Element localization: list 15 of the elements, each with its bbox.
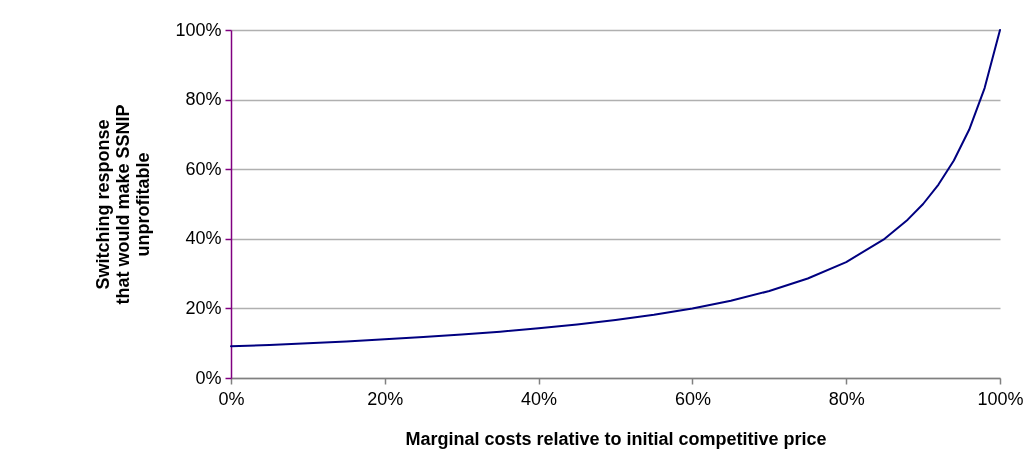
y-tick-label: 80% xyxy=(185,89,222,110)
y-tick-label: 20% xyxy=(185,297,222,318)
y-axis-title: Switching response that would make SSNIP unprofitable xyxy=(93,104,154,305)
y-tick-label: 40% xyxy=(185,228,222,249)
y-tick-label: 60% xyxy=(185,158,222,179)
x-tick-label: 100% xyxy=(977,388,1024,409)
x-tick-label: 40% xyxy=(521,388,558,409)
y-tick-label: 100% xyxy=(175,19,222,40)
x-tick-label: 20% xyxy=(367,388,404,409)
line-series xyxy=(230,29,1001,348)
y-tick-label: 0% xyxy=(195,367,222,388)
x-tick-label: 0% xyxy=(218,388,245,409)
x-tick-label: 60% xyxy=(674,388,711,409)
x-axis-title: Marginal costs relative to initial competitive price xyxy=(405,428,827,449)
x-tick-label: 80% xyxy=(828,388,865,409)
